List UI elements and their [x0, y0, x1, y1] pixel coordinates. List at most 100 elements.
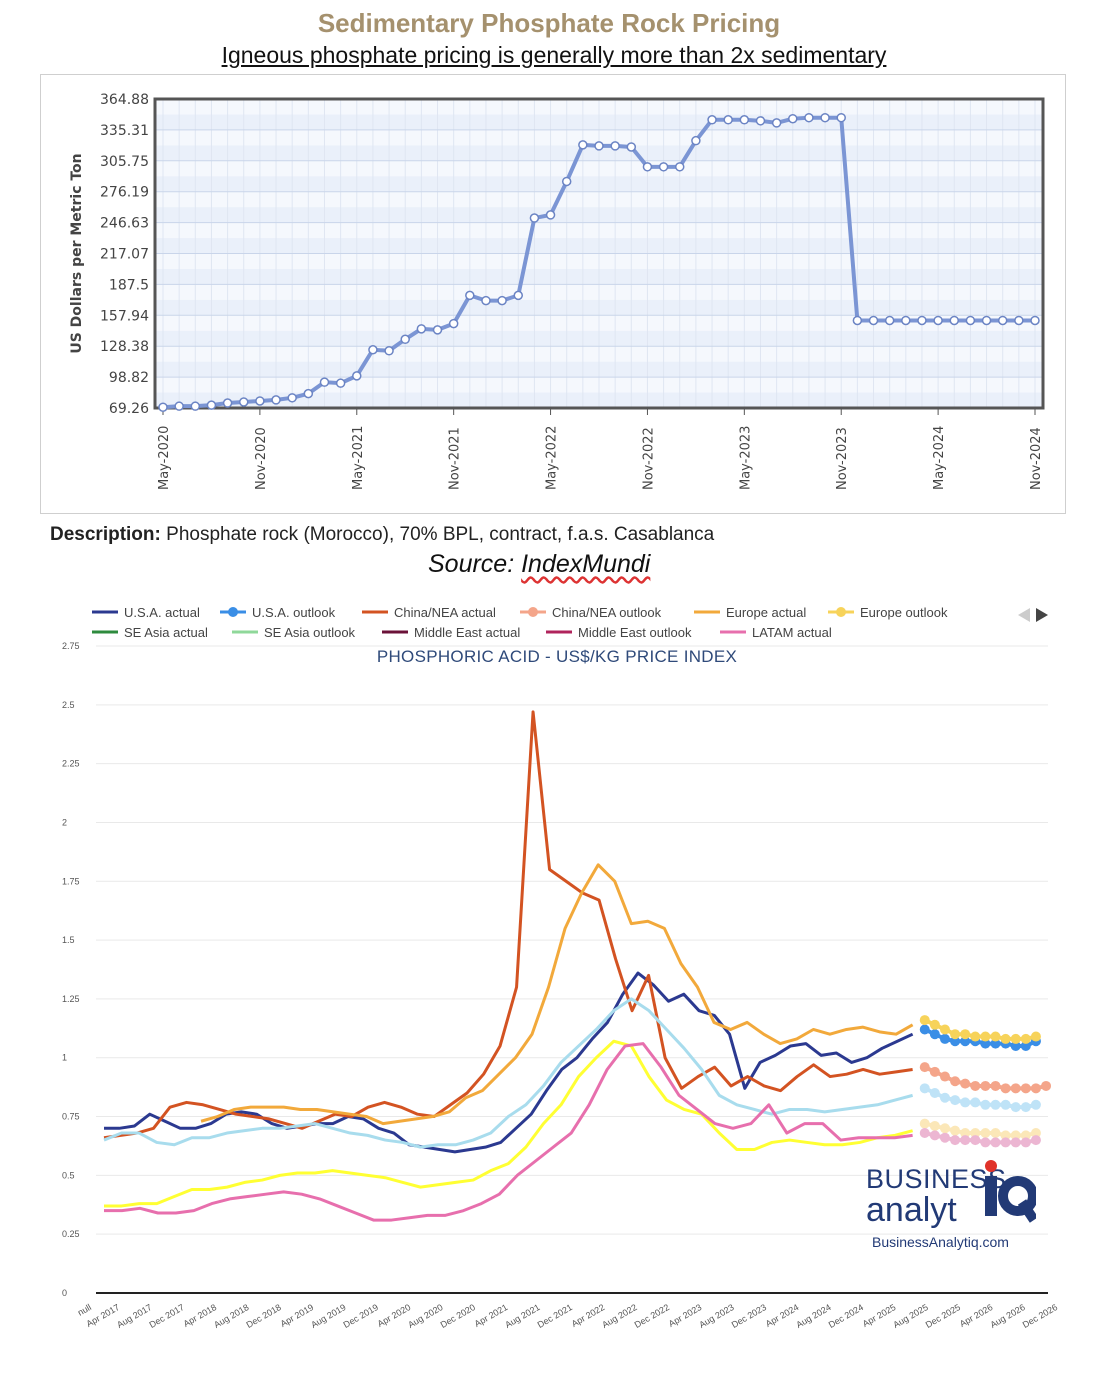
europe-outlook-point	[919, 1015, 930, 1026]
y-tick-label: 0	[62, 1288, 67, 1298]
middle-east-outlook-point	[929, 1120, 940, 1131]
u-s-a-outlook-point	[1020, 1040, 1031, 1051]
legend-next-icon[interactable]	[1036, 608, 1048, 622]
price-point	[965, 315, 976, 326]
y-tick-label: 2.25	[62, 759, 80, 769]
se-asia-outlook-point	[950, 1095, 961, 1106]
price-point	[933, 315, 943, 326]
x-tick-label: Dec 2021	[536, 1302, 574, 1330]
price-point	[852, 315, 863, 326]
se-asia-outlook-point	[1010, 1102, 1021, 1113]
y-tick-label: 0.5	[62, 1170, 75, 1180]
legend-prev-icon[interactable]	[1018, 608, 1030, 622]
rock-price-chart: 364.88 335.31 305.75 276.19 246.63 217.07 187.…	[69, 92, 1045, 490]
price-point	[1030, 315, 1040, 326]
price-point	[771, 118, 782, 128]
x-tick-label: Dec 2018	[245, 1302, 283, 1330]
latam-outlook-point	[980, 1137, 991, 1148]
legend-label: U.S.A. outlook	[252, 605, 336, 620]
legend-item[interactable]: Middle East actual	[382, 625, 520, 640]
page-title: Sedimentary Phosphate Rock Pricing	[317, 8, 781, 38]
china-nea-outlook-point	[1000, 1083, 1011, 1094]
europe-outlook-point	[990, 1031, 1001, 1042]
x-tick-label: Dec 2022	[633, 1302, 671, 1330]
y-tick-label: 157.94	[100, 308, 149, 324]
plot-border	[153, 97, 1045, 410]
middle-east-outlook-point	[990, 1128, 1001, 1139]
se-asia-outlook-point	[1020, 1102, 1031, 1113]
se-asia-actual-light-blue-line	[103, 997, 914, 1149]
price-point	[497, 295, 507, 306]
price-point	[674, 162, 685, 172]
u-s-a-outlook-point	[1010, 1040, 1021, 1051]
page-subtitle: Igneous phosphate pricing is generally m…	[221, 42, 887, 68]
latam-outlook-point	[1020, 1137, 1031, 1148]
logo-line1: BUSINESS	[866, 1164, 1007, 1194]
legend-label: China/NEA outlook	[552, 605, 662, 620]
latam-outlook-point	[1000, 1137, 1011, 1148]
legend-label: U.S.A. actual	[124, 605, 200, 620]
china-nea-outlook-point	[1041, 1080, 1052, 1091]
iq-logo-icon	[985, 1160, 1036, 1223]
x-tick-label: May-2020	[157, 426, 172, 490]
legend-item[interactable]: Europe outlook	[828, 605, 948, 620]
latam-outlook-point	[970, 1135, 981, 1146]
legend-item[interactable]: U.S.A. outlook	[220, 605, 336, 620]
legend-item[interactable]: SE Asia outlook	[232, 625, 356, 640]
x-tick-label: Dec 2017	[147, 1302, 185, 1330]
legend-item[interactable]: Europe actual	[694, 605, 806, 620]
x-tick-label: Aug 2019	[309, 1302, 347, 1330]
chart-description: Description: Phosphate rock (Morocco), 7…	[50, 524, 714, 546]
legend-item[interactable]: U.S.A. actual	[92, 605, 200, 620]
x-tick-label: Nov-2020	[254, 427, 269, 490]
y-tick-label: 335.31	[100, 123, 149, 139]
china-nea-outlook-point	[990, 1080, 1001, 1091]
legend-item[interactable]: China/NEA actual	[362, 605, 496, 620]
legend-label: Middle East outlook	[578, 625, 692, 640]
europe-outlook-point	[929, 1019, 940, 1030]
legend-item[interactable]: China/NEA outlook	[520, 605, 662, 620]
legend-pager[interactable]	[1018, 608, 1048, 622]
y-tick-label: 364.88	[100, 92, 149, 108]
x-tick-label: Nov-2022	[641, 427, 656, 490]
x-tick-label: Aug 2026	[988, 1302, 1026, 1330]
china-nea-outlook-point	[929, 1066, 940, 1077]
china-nea-outlook-point	[980, 1080, 991, 1091]
x-tick-label: May-2021	[351, 426, 366, 490]
u-s-a-outlook-point	[929, 1029, 940, 1040]
businessanalytiq-logo: BUSINESS analyt BusinessAnalytiq.com	[862, 1158, 1042, 1258]
price-point	[917, 315, 927, 326]
x-tick-label: Aug 2021	[503, 1302, 541, 1330]
x-tick-label: Dec 2019	[342, 1302, 380, 1330]
source-line: Source: IndexMundi	[428, 550, 650, 579]
u-s-a-outlook-point	[990, 1038, 1001, 1049]
se-asia-outlook-point	[990, 1099, 1001, 1110]
x-tick-label: May-2022	[545, 426, 560, 490]
price-point	[303, 388, 314, 399]
middle-east-outlook-point	[950, 1125, 961, 1136]
latam-outlook-point	[939, 1132, 950, 1143]
china-nea-actual-line	[103, 710, 913, 1140]
middle-east-actual-line	[104, 1039, 914, 1208]
price-point	[755, 116, 766, 126]
logo-line2: analyt	[866, 1191, 957, 1229]
y-axis-label: US Dollars per Metric Ton	[69, 153, 85, 353]
legend-item[interactable]: SE Asia actual	[92, 625, 208, 640]
middle-east-outlook-point	[980, 1128, 991, 1139]
legend-item[interactable]: Middle East outlook	[546, 625, 692, 640]
price-point	[723, 115, 733, 125]
y-tick-label: 187.5	[109, 277, 149, 293]
x-tick-label: Aug 2024	[794, 1302, 832, 1330]
legend-item[interactable]: LATAM actual	[720, 625, 832, 640]
se-asia-outlook-point	[939, 1092, 950, 1103]
se-asia-outlook-point	[1000, 1099, 1011, 1110]
latam-outlook-point	[929, 1130, 940, 1141]
price-point	[868, 315, 879, 326]
china-nea-outlook-point	[1020, 1083, 1031, 1094]
u-s-a-outlook-point	[939, 1033, 950, 1044]
legend-label: Europe outlook	[860, 605, 948, 620]
source-name: IndexMundi	[521, 550, 651, 578]
legend-label: LATAM actual	[752, 625, 832, 640]
y-tick-label: 1	[62, 1053, 67, 1063]
x-tick-label: Aug 2023	[697, 1302, 735, 1330]
